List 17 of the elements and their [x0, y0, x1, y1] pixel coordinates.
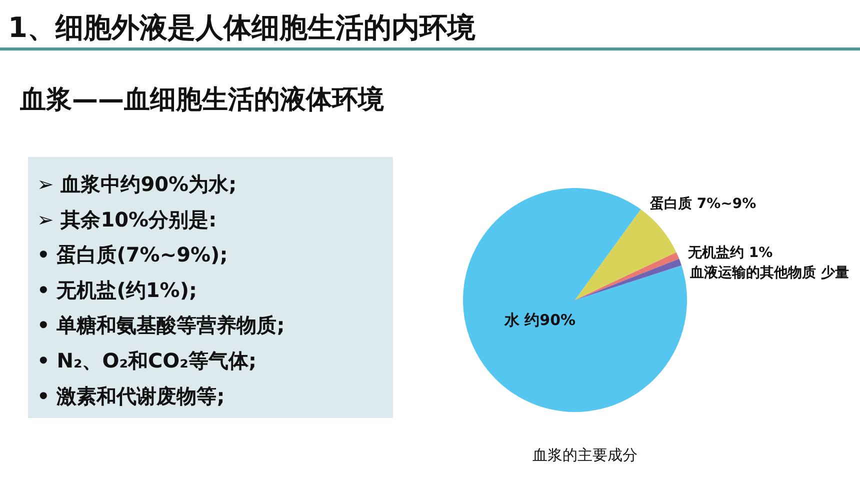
pie-slice — [575, 209, 676, 300]
text: 血浆——血细胞生活的液体环境 — [19, 85, 384, 115]
slice-label: 水 约90% — [503, 311, 576, 329]
slice-label: 无机盐约 1% — [687, 245, 773, 261]
pie-slice — [575, 252, 680, 300]
slice-label: 蛋白质 7%~9% — [649, 195, 756, 212]
text: ➢ 血浆中约90%为水; — [37, 172, 237, 196]
slice-label: 血液运输的其他物质 少量 — [689, 264, 849, 281]
text: • 单糖和氨基酸等营养物质; — [37, 313, 285, 338]
text: 血浆的主要成分 — [532, 446, 638, 464]
text: • 蛋白质(7%~9%); — [37, 242, 228, 267]
text: • N₂、O₂和CO₂等气体; — [37, 348, 256, 372]
text: • 激素和代谢废物等; — [37, 384, 225, 408]
chart-title: 1、细胞外液是人体细胞生活的内环境 — [8, 11, 476, 44]
text: • 无机盐(约1%); — [37, 278, 197, 302]
pie-slice — [575, 258, 682, 300]
text: ➢ 其余10%分别是: — [37, 207, 217, 232]
